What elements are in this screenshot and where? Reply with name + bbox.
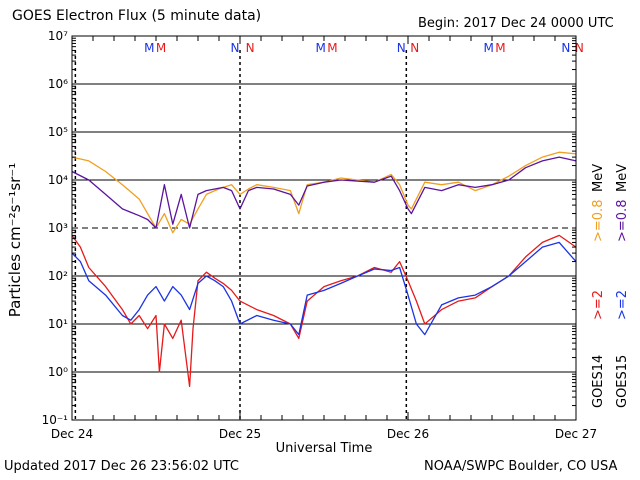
y-tick-label: 10³ xyxy=(48,221,68,235)
event-marker: N xyxy=(410,41,419,55)
legend-ge08-goes14: >=0.8 xyxy=(591,200,606,242)
legend-ge2-goes15: >=2 xyxy=(615,290,630,320)
event-marker: M xyxy=(315,41,325,55)
chart-title: GOES Electron Flux (5 minute data) xyxy=(12,8,262,24)
updated-time: Updated 2017 Dec 26 23:56:02 UTC xyxy=(4,459,239,474)
x-axis-label: Universal Time xyxy=(276,441,373,456)
y-tick-label: 10⁰ xyxy=(48,365,68,379)
event-marker: M xyxy=(495,41,505,55)
credit: NOAA/SWPC Boulder, CO USA xyxy=(424,459,618,474)
event-marker: N xyxy=(397,41,406,55)
axis-ticks xyxy=(71,36,577,420)
y-tick-label: 10² xyxy=(48,269,68,283)
y-tick-label: 10⁻¹ xyxy=(42,413,69,427)
event-marker: N xyxy=(230,41,239,55)
event-marker: N xyxy=(246,41,255,55)
series-goes15-2-mev xyxy=(71,241,577,336)
x-tick-label: Dec 25 xyxy=(219,427,261,441)
event-marker: M xyxy=(144,41,154,55)
event-marker: M xyxy=(156,41,166,55)
event-marker: M xyxy=(483,41,493,55)
y-tick-label: 10⁴ xyxy=(48,173,68,187)
y-tick-labels: 10⁻¹ 10⁰ 10¹ 10² 10³ 10⁴ 10⁵ 10⁶ 10⁷ xyxy=(42,29,69,427)
series-goes15-0-8-mev xyxy=(71,156,577,229)
series-layer xyxy=(71,151,577,388)
event-marker: M xyxy=(327,41,337,55)
begin-time: Begin: 2017 Dec 24 0000 UTC xyxy=(418,16,614,31)
legend-ge08-goes15: >=0.8 xyxy=(615,200,630,242)
x-tick-labels: Dec 24 Dec 25 Dec 26 Dec 27 xyxy=(51,427,597,441)
series-goes14-0-8-mev xyxy=(71,151,577,234)
event-marker: N xyxy=(575,41,584,55)
y-axis-label: Particles cm⁻²s⁻¹sr⁻¹ xyxy=(6,163,24,317)
y-tick-label: 10⁵ xyxy=(48,125,68,139)
legend-ge2-goes14: >=2 xyxy=(591,290,606,320)
legend: GOES14 GOES15 >=2 >=2 >=0.8 >=0.8 MeV Me… xyxy=(591,164,630,408)
event-marker: N xyxy=(561,41,570,55)
gridlines xyxy=(72,50,576,420)
x-tick-label: Dec 27 xyxy=(555,427,597,441)
y-tick-label: 10⁶ xyxy=(48,77,68,91)
legend-goes15: GOES15 xyxy=(615,355,630,408)
y-tick-label: 10⁷ xyxy=(48,29,68,43)
legend-mev-goes14: MeV xyxy=(591,164,606,192)
legend-mev-goes15: MeV xyxy=(615,164,630,192)
legend-goes14: GOES14 xyxy=(591,355,606,408)
x-tick-label: Dec 26 xyxy=(387,427,429,441)
x-tick-label: Dec 24 xyxy=(51,427,93,441)
series-goes14-2-mev xyxy=(71,234,577,388)
y-tick-label: 10¹ xyxy=(48,317,68,331)
